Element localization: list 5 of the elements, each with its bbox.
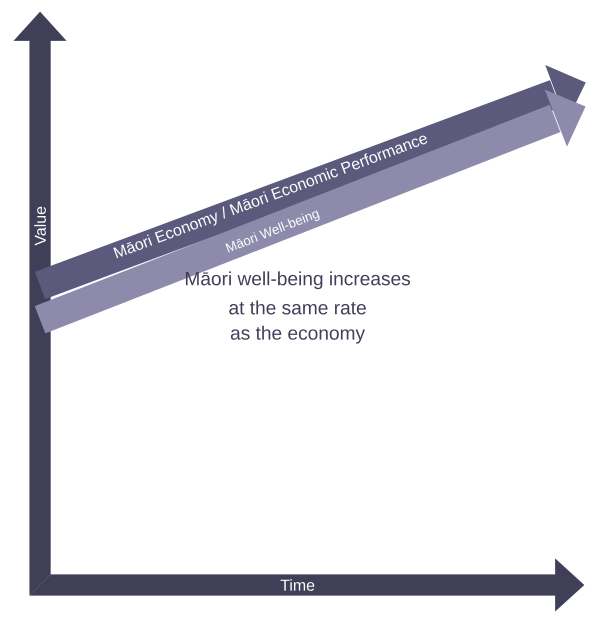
annotation: as the economy bbox=[230, 326, 366, 344]
annotation: at the same rate bbox=[229, 300, 366, 314]
annotation: Value bbox=[34, 206, 46, 246]
annotation: Māori well-being increases bbox=[186, 271, 410, 290]
annotation: Time bbox=[280, 579, 314, 591]
